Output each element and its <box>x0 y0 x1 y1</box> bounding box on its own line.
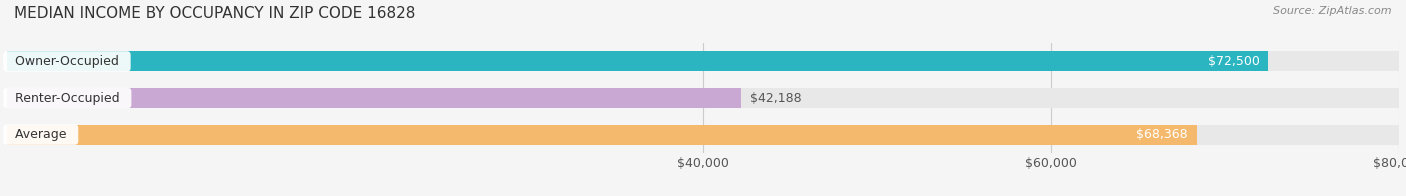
Text: Renter-Occupied: Renter-Occupied <box>7 92 128 104</box>
Text: Owner-Occupied: Owner-Occupied <box>7 55 127 68</box>
Text: Source: ZipAtlas.com: Source: ZipAtlas.com <box>1274 6 1392 16</box>
Bar <box>7 88 741 108</box>
Bar <box>7 51 1399 72</box>
Bar <box>7 124 1399 145</box>
Text: $68,368: $68,368 <box>1136 128 1188 141</box>
Bar <box>7 51 1268 72</box>
Text: Average: Average <box>7 128 75 141</box>
Text: $72,500: $72,500 <box>1208 55 1260 68</box>
Text: MEDIAN INCOME BY OCCUPANCY IN ZIP CODE 16828: MEDIAN INCOME BY OCCUPANCY IN ZIP CODE 1… <box>14 6 415 21</box>
Bar <box>7 88 1399 108</box>
Text: $42,188: $42,188 <box>749 92 801 104</box>
Bar <box>7 124 1197 145</box>
